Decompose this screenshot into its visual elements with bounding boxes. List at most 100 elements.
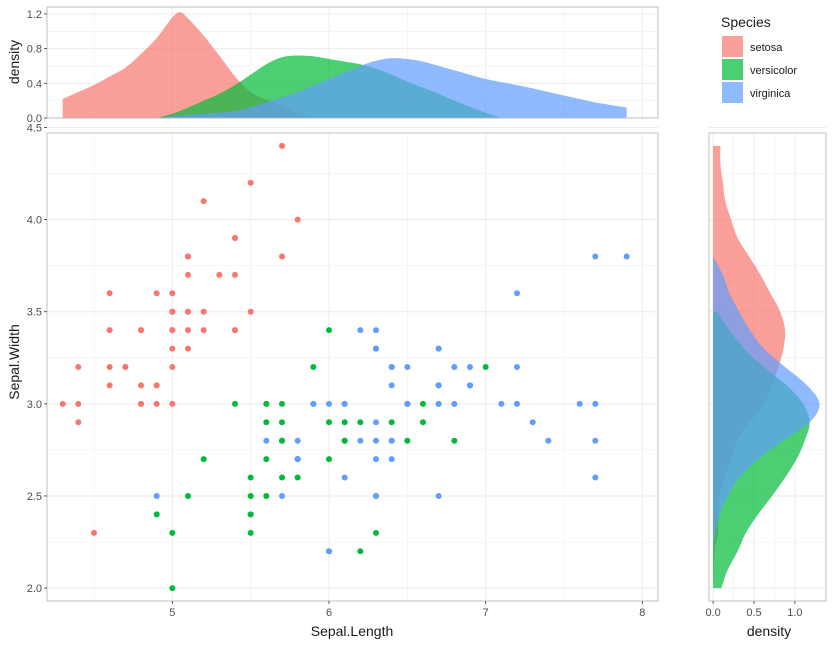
x-tick-label: 6	[326, 607, 332, 619]
point-setosa	[153, 382, 160, 389]
point-virginica	[388, 382, 395, 389]
right-panel-border	[708, 132, 827, 602]
point-versicolor	[153, 511, 160, 518]
point-versicolor	[232, 400, 238, 407]
y-tick-label: 2.0	[27, 583, 42, 595]
top-density-panel: 0.0 0.4 0.8 1.2	[27, 6, 659, 125]
point-virginica	[592, 253, 599, 260]
point-virginica	[388, 456, 395, 463]
point-versicolor	[263, 456, 270, 463]
point-virginica	[435, 345, 442, 352]
point-virginica	[373, 419, 379, 426]
point-setosa	[59, 400, 66, 407]
point-versicolor	[185, 492, 191, 499]
legend-key-versicolor	[722, 59, 743, 80]
point-setosa	[106, 382, 113, 389]
point-setosa	[122, 364, 129, 370]
point-setosa	[169, 345, 176, 352]
point-virginica	[153, 492, 160, 499]
scatter-panel: 5 6 7 8 2.0 2.5 3.0 3.5 4.0 4.5	[27, 122, 659, 619]
point-setosa	[185, 327, 191, 334]
point-virginica	[498, 400, 505, 407]
point-virginica	[592, 437, 599, 444]
top-density-virginica	[156, 58, 627, 118]
point-setosa	[169, 290, 176, 297]
right-density-panel: 0.0 0.5 1.0	[705, 126, 827, 619]
point-versicolor	[482, 364, 489, 370]
point-setosa	[138, 382, 144, 389]
y-axis-title: Sepal.Width	[6, 324, 22, 399]
point-setosa	[153, 290, 160, 297]
point-virginica	[357, 437, 364, 444]
point-virginica	[404, 400, 411, 407]
point-versicolor	[200, 456, 207, 463]
point-setosa	[169, 308, 176, 315]
top-y-tick-label: 0.8	[27, 44, 42, 56]
point-virginica	[467, 364, 473, 370]
point-virginica	[373, 345, 379, 352]
point-setosa	[200, 308, 207, 315]
point-virginica	[388, 437, 395, 444]
point-versicolor	[279, 474, 285, 481]
point-setosa	[200, 198, 207, 205]
point-setosa	[75, 364, 82, 370]
x-tick-label: 8	[639, 607, 645, 619]
point-virginica	[341, 400, 348, 407]
legend: Species setosa versicolor virginica	[721, 14, 797, 103]
point-versicolor	[247, 529, 254, 536]
point-virginica	[341, 474, 348, 481]
point-versicolor	[279, 437, 285, 444]
point-virginica	[435, 492, 442, 499]
point-versicolor	[451, 437, 458, 444]
top-density-axis-title: density	[6, 40, 22, 84]
point-versicolor	[404, 437, 411, 444]
point-setosa	[185, 308, 191, 315]
point-virginica	[373, 456, 379, 463]
point-versicolor	[326, 456, 332, 463]
point-virginica	[514, 400, 520, 407]
point-versicolor	[326, 327, 332, 334]
point-virginica	[514, 290, 520, 297]
point-versicolor	[373, 529, 379, 536]
y-tick-label: 2.5	[27, 491, 42, 503]
point-versicolor	[294, 474, 301, 481]
point-setosa	[247, 308, 254, 315]
point-setosa	[279, 253, 285, 260]
point-versicolor	[357, 548, 364, 555]
y-tick-label: 3.5	[27, 307, 42, 319]
point-versicolor	[247, 492, 254, 499]
point-setosa	[169, 400, 176, 407]
point-versicolor	[420, 400, 426, 407]
point-setosa	[232, 235, 238, 242]
point-virginica	[388, 364, 395, 370]
point-versicolor	[310, 364, 317, 370]
point-virginica	[373, 437, 379, 444]
point-setosa	[279, 142, 285, 149]
point-setosa	[91, 529, 97, 536]
y-tick-label: 3.0	[27, 399, 42, 411]
top-y-tick-label: 0.0	[27, 113, 42, 125]
right-x-tick-label: 0.0	[705, 607, 720, 619]
point-setosa	[75, 400, 82, 407]
top-panel-border	[46, 6, 659, 119]
point-virginica	[435, 400, 442, 407]
point-versicolor	[263, 400, 270, 407]
point-setosa	[169, 364, 176, 370]
point-versicolor	[357, 419, 364, 426]
point-setosa	[232, 327, 238, 334]
point-virginica	[435, 382, 442, 389]
point-virginica	[592, 474, 599, 481]
point-setosa	[153, 400, 160, 407]
point-virginica	[373, 327, 379, 334]
point-setosa	[294, 216, 301, 223]
legend-label-virginica: virginica	[750, 88, 791, 100]
point-versicolor	[341, 419, 348, 426]
point-virginica	[545, 437, 552, 444]
right-density-axis-title: density	[747, 623, 791, 639]
point-setosa	[75, 419, 82, 426]
point-virginica	[451, 400, 458, 407]
point-setosa	[106, 290, 113, 297]
point-setosa	[247, 179, 254, 186]
point-virginica	[576, 400, 583, 407]
